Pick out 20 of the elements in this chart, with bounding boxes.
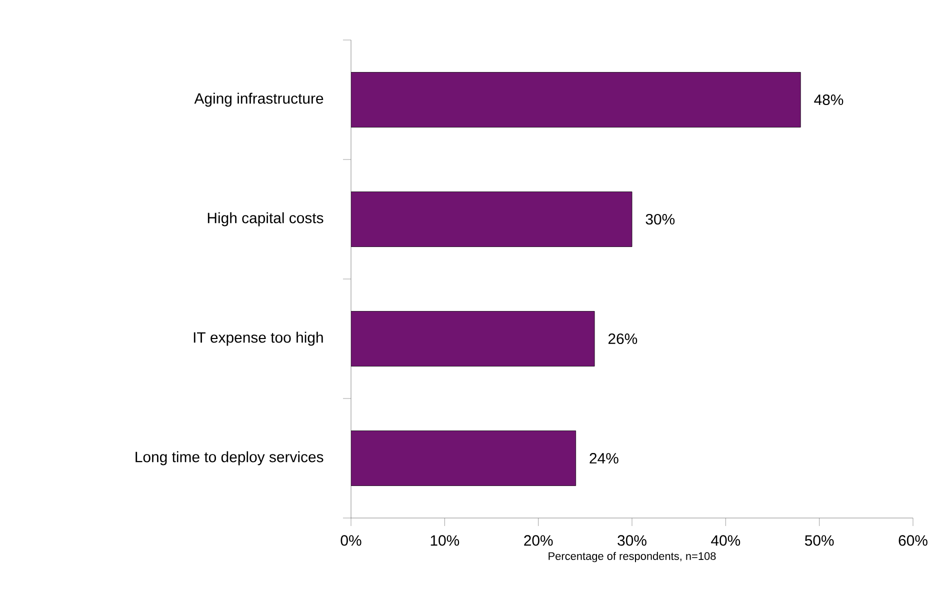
y-tick-label: High capital costs <box>208 212 324 226</box>
x-tick-label: 60% <box>898 535 928 546</box>
x-tick-label: 20% <box>524 535 553 546</box>
x-tick-label: 10% <box>430 535 460 546</box>
x-axis-title: Percentage of respondents, n=108 <box>548 552 716 562</box>
y-tick-label: Aging infrastructure <box>194 92 324 107</box>
x-tick-label: 30% <box>618 535 646 546</box>
data-label: 24% <box>590 452 618 464</box>
x-tick-label: 50% <box>804 535 834 546</box>
x-tick-label: 0% <box>340 535 362 546</box>
bar <box>351 192 632 247</box>
x-tick-label: 40% <box>711 535 740 546</box>
y-tick-label: Long time to deploy services <box>136 451 324 466</box>
bar <box>351 311 595 366</box>
data-label: 26% <box>608 333 638 344</box>
data-label: 30% <box>646 214 675 225</box>
y-tick-label: IT expense too high <box>194 332 323 346</box>
bar <box>351 72 801 128</box>
bar <box>351 430 576 486</box>
data-label: 48% <box>814 94 844 106</box>
